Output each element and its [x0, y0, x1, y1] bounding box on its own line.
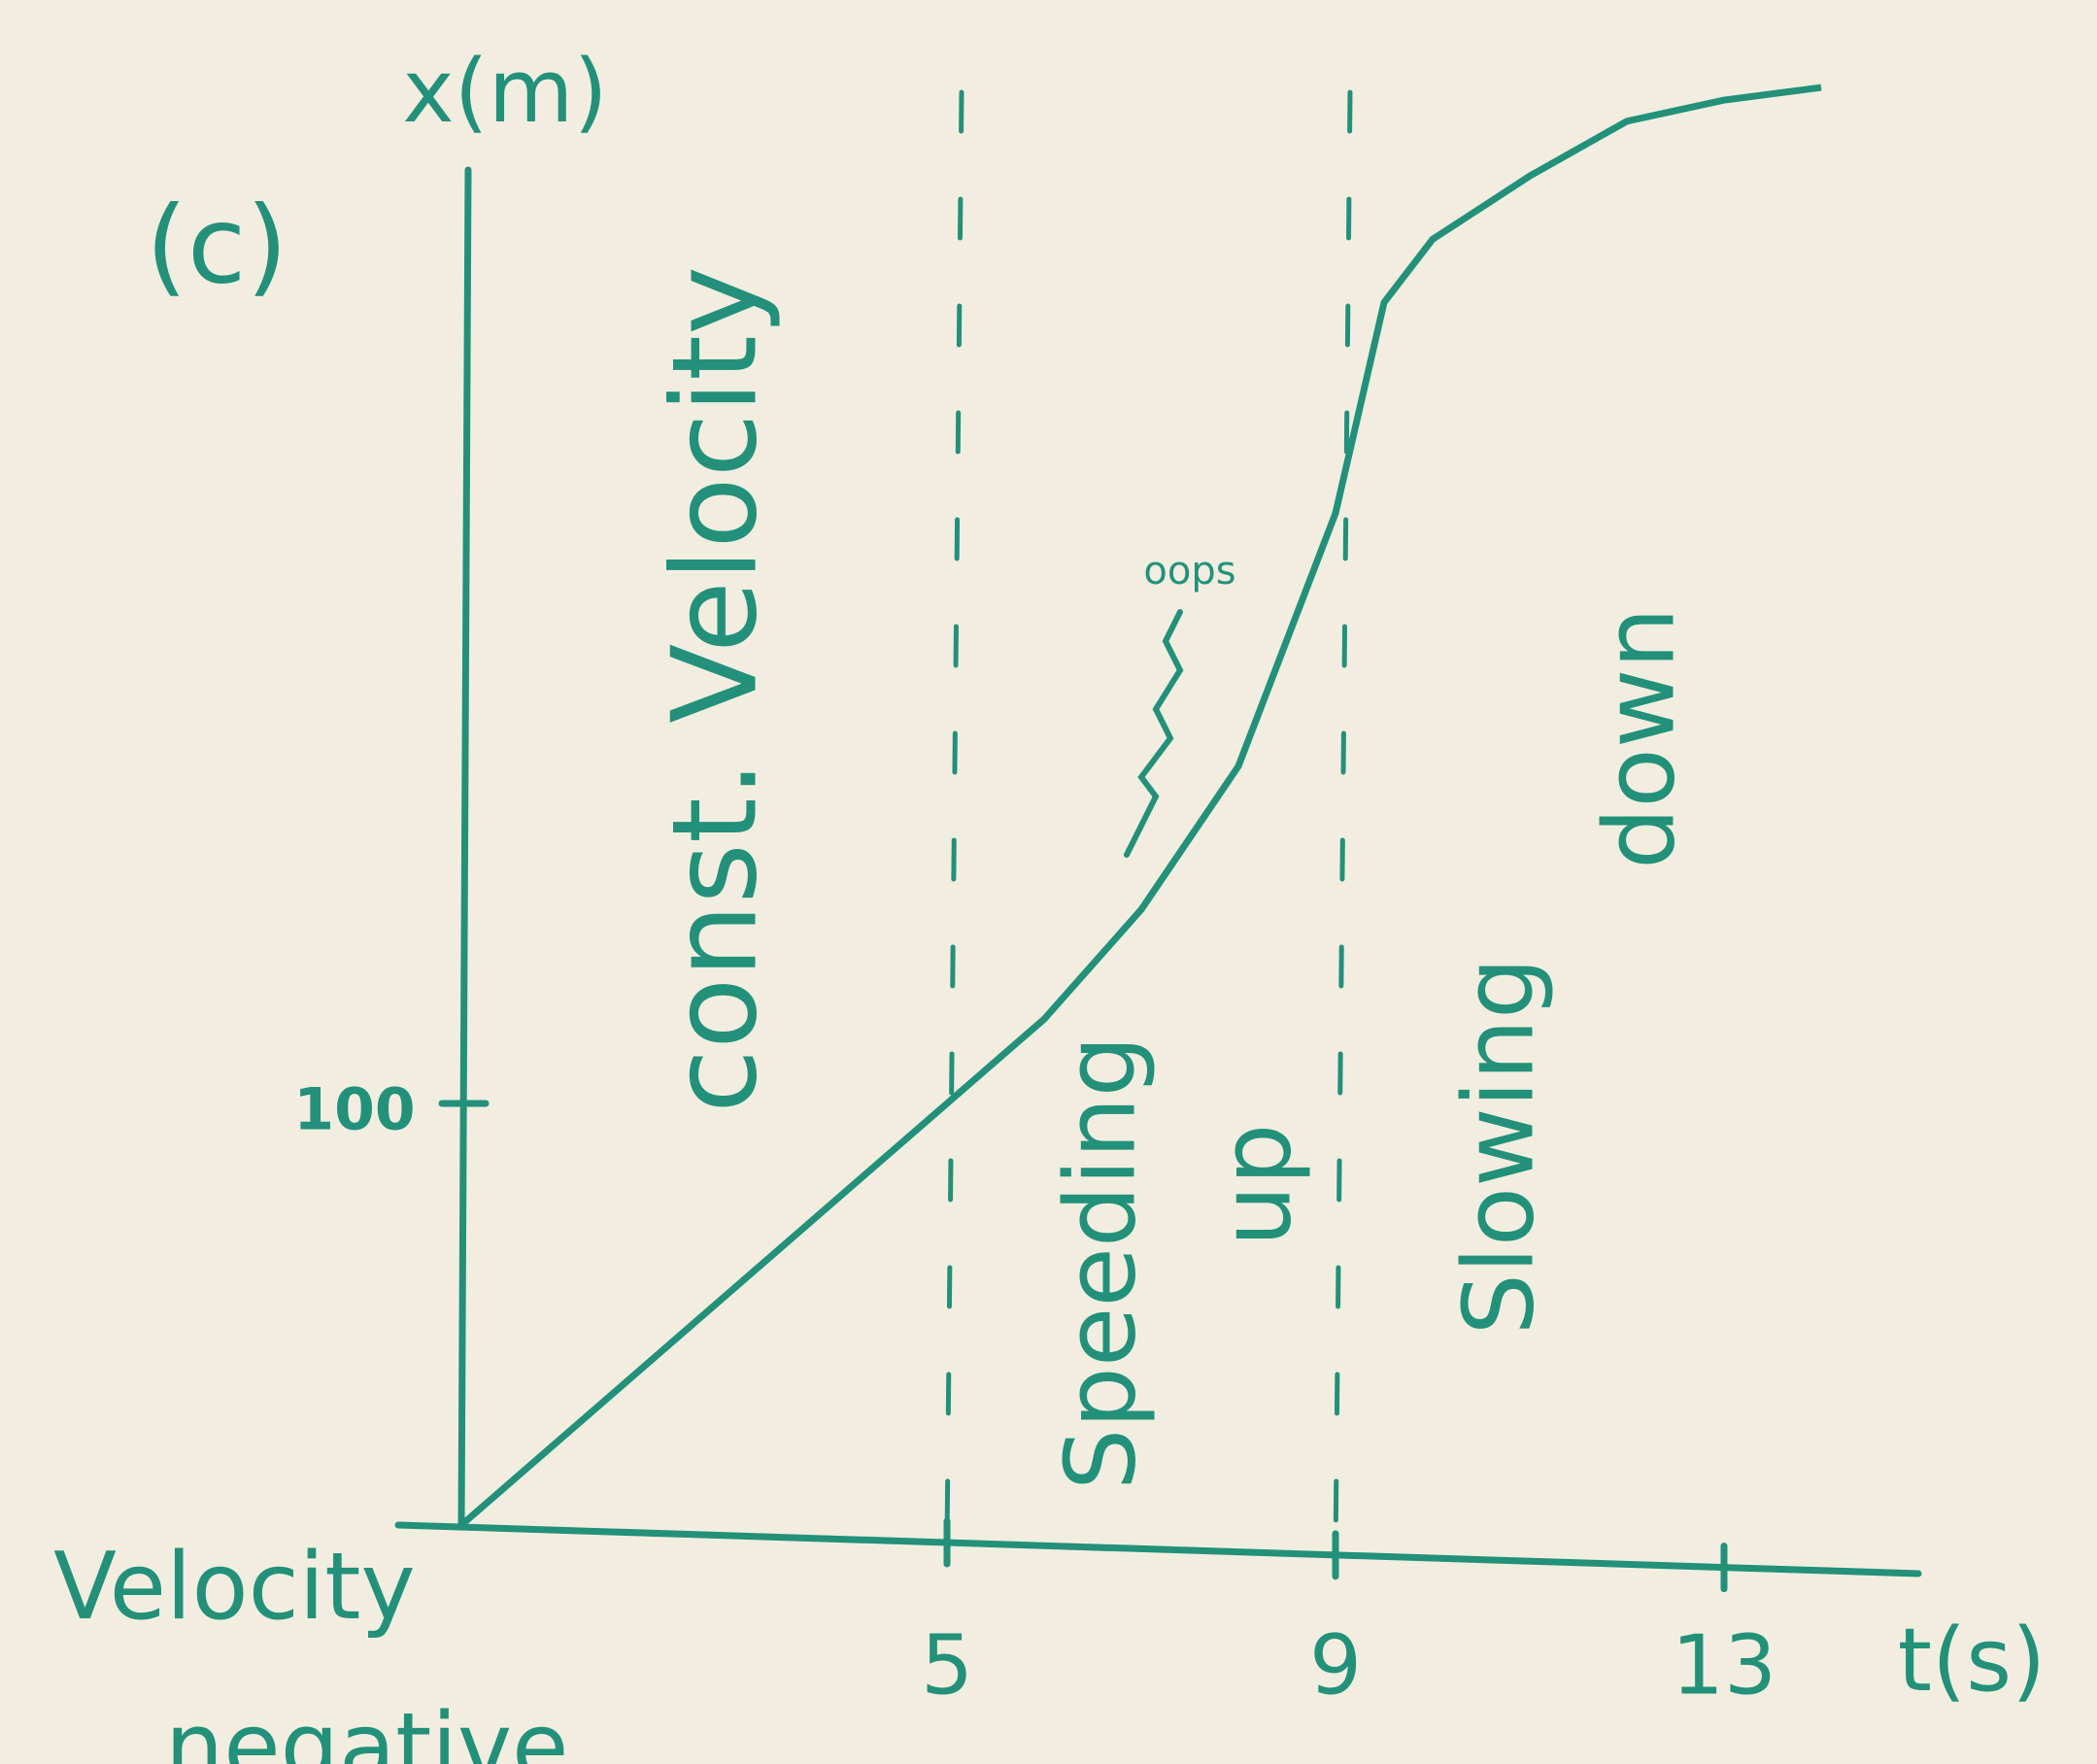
x-axis-label: t(s) — [1898, 1610, 2046, 1712]
y-tick-label: 100 — [293, 1076, 415, 1144]
annotation: Speeding — [1043, 1035, 1157, 1490]
annotation: Slowing — [1441, 958, 1555, 1336]
annotation: Velocity — [53, 1534, 416, 1641]
panel-label: (c) — [146, 183, 287, 307]
y-axis-label: x(m) — [402, 41, 607, 143]
annotation: oops — [1143, 549, 1235, 594]
x-tick-label: 5 — [921, 1617, 973, 1713]
annotation: up — [1199, 1124, 1312, 1247]
paper — [0, 0, 2097, 1764]
annotation: down — [1582, 607, 1696, 869]
annotation: negative — [165, 1694, 569, 1764]
x-tick-label: 13 — [1672, 1617, 1776, 1713]
x-tick-label: 9 — [1309, 1617, 1362, 1713]
annotation: const. Velocity — [649, 266, 784, 1113]
chart: (c) x(m) t(s) 5 9 13 100 const. Velocity Spee… — [0, 0, 2097, 1764]
